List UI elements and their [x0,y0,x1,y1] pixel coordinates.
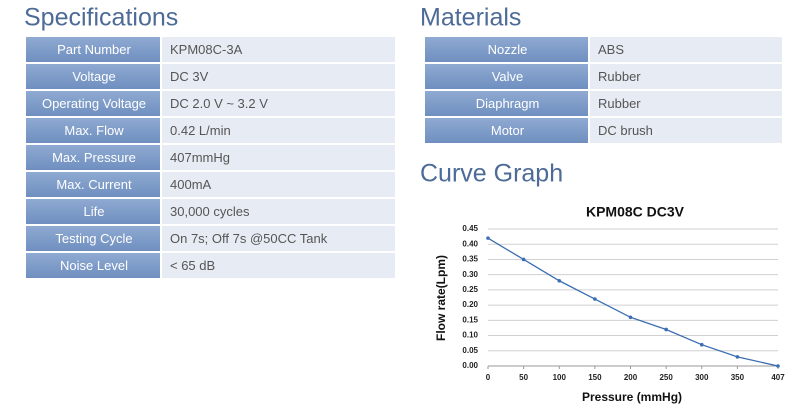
y-tick-label: 0.40 [462,239,478,248]
value-text: 400mA [170,177,212,192]
label-cell [425,118,588,143]
x-tick-label: 150 [588,373,602,382]
x-tick-label: 100 [553,373,567,382]
data-point [593,297,597,301]
data-point [557,278,562,283]
value-text: 407mmHg [170,150,230,165]
value-text: ABS [598,42,624,57]
label-text: Operating Voltage [42,96,146,111]
data-point [776,364,780,368]
value-text: 30,000 cycles [170,204,250,219]
label-cell [26,37,160,62]
value-cell [590,64,782,89]
value-cell [590,37,782,62]
label-text: Life [84,204,105,219]
x-tick-label: 50 [519,373,528,382]
y-tick-label: 0.35 [462,255,478,264]
y-tick-label: 0.20 [462,300,478,309]
label-text: Part Number [57,42,131,57]
label-cell [425,64,588,89]
y-tick-label: 0.05 [462,346,478,355]
value-cell [162,145,395,170]
x-tick-label: 350 [731,373,745,382]
value-text: On 7s; Off 7s @50CC Tank [170,231,328,246]
label-cell [425,37,588,62]
label-text: Nozzle [488,42,528,57]
value-cell [162,37,395,62]
label-cell [26,64,160,89]
value-cell [162,226,395,251]
label-cell [26,199,160,224]
value-text: 0.42 L/min [170,123,231,138]
label-cell [26,253,160,278]
value-text: Rubber [598,69,641,84]
value-text: KPM08C-3A [170,42,243,57]
label-cell [425,91,588,116]
x-tick-label: 300 [695,373,709,382]
label-text: Motor [491,123,525,138]
data-point [486,236,490,240]
x-tick-label: 250 [659,373,673,382]
section-title: Materials [420,4,521,32]
y-tick-label: 0.30 [462,270,478,279]
value-cell [162,91,395,116]
y-tick-label: 0.10 [462,331,478,340]
y-tick-label: 0.45 [462,224,478,233]
label-text: Max. Flow [64,123,124,138]
label-text: Diaphragm [476,96,540,111]
value-text: DC brush [598,123,653,138]
section-title: Specifications [24,4,178,32]
label-cell [26,91,160,116]
value-text: Rubber [598,96,641,111]
value-cell [162,64,395,89]
value-cell [590,91,782,116]
x-tick-label: 407 [771,373,785,382]
data-point [628,315,633,320]
label-cell [26,118,160,143]
data-point [699,342,704,347]
x-tick-label: 0 [486,373,491,382]
x-axis-label: Pressure (mmHg) [582,390,682,404]
y-tick-label: 0.25 [462,285,478,294]
label-text: Voltage [72,69,115,84]
label-cell [26,172,160,197]
chart-title: KPM08C DC3V [586,204,685,220]
value-cell [162,172,395,197]
value-cell [162,253,395,278]
value-text: < 65 dB [170,258,215,273]
label-cell [26,145,160,170]
label-text: Valve [492,69,524,84]
value-cell [162,118,395,143]
y-tick-label: 0.00 [462,361,478,370]
value-cell [162,199,395,224]
label-text: Testing Cycle [55,231,132,246]
label-text: Max. Current [56,177,132,192]
label-cell [26,226,160,251]
data-point [521,257,526,262]
y-axis-label: Flow rate(Lpm) [434,255,448,341]
data-point [735,355,740,359]
value-text: DC 2.0 V ~ 3.2 V [170,96,268,111]
section-title: Curve Graph [420,160,563,188]
x-tick-label: 200 [624,373,638,382]
value-cell [590,118,782,143]
label-text: Max. Pressure [52,150,136,165]
data-line [487,237,779,367]
label-text: Noise Level [60,258,128,273]
value-text: DC 3V [170,69,209,84]
y-tick-label: 0.15 [462,315,478,324]
data-point [664,327,668,332]
